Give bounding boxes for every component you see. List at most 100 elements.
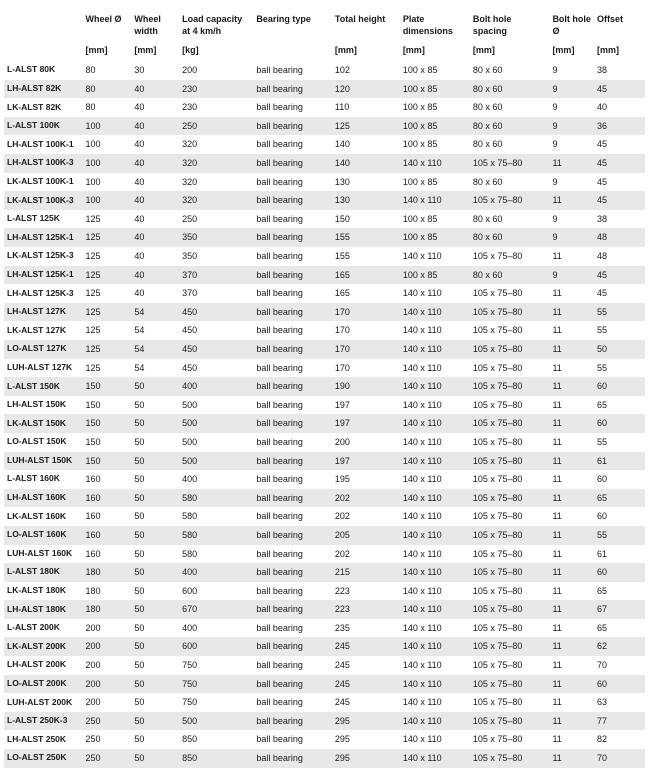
cell-value: 80 xyxy=(83,80,132,99)
cell-value: 223 xyxy=(332,600,400,619)
cell-value: 295 xyxy=(332,730,400,749)
cell-value: 140 x 110 xyxy=(400,712,470,731)
cell-value: 11 xyxy=(549,470,594,489)
cell-value: 9 xyxy=(549,266,594,285)
cell-value: 150 xyxy=(83,396,132,415)
table-row: LH-ALST 250K25050850ball bearing295140 x… xyxy=(4,730,645,749)
cell-value: 150 xyxy=(83,377,132,396)
cell-value: 125 xyxy=(83,303,132,322)
cell-value: 11 xyxy=(549,340,594,359)
cell-value: 202 xyxy=(332,507,400,526)
cell-value: 54 xyxy=(131,303,179,322)
cell-value: 50 xyxy=(131,507,179,526)
cell-value: ball bearing xyxy=(253,396,332,415)
header-row-labels: Wheel Ø Wheel width Load capacity at 4 k… xyxy=(4,12,645,39)
cell-value: 200 xyxy=(83,637,132,656)
table-head: Wheel Ø Wheel width Load capacity at 4 k… xyxy=(4,12,645,61)
cell-value: 100 x 85 xyxy=(400,135,470,154)
cell-name: L-ALST 160K xyxy=(4,470,83,489)
cell-value: 202 xyxy=(332,489,400,508)
cell-value: 9 xyxy=(549,98,594,117)
cell-value: 125 xyxy=(83,247,132,266)
cell-value: 400 xyxy=(179,377,253,396)
cell-value: 9 xyxy=(549,210,594,229)
cell-value: 105 x 75–80 xyxy=(470,396,550,415)
cell-value: 230 xyxy=(179,98,253,117)
cell-value: 40 xyxy=(131,135,179,154)
cell-value: 50 xyxy=(131,489,179,508)
cell-value: 50 xyxy=(131,377,179,396)
cell-value: 40 xyxy=(131,154,179,173)
col-header-load-capacity: Load capacity at 4 km/h xyxy=(179,12,253,39)
cell-value: 295 xyxy=(332,749,400,768)
cell-value: 140 x 110 xyxy=(400,693,470,712)
cell-value: 223 xyxy=(332,582,400,601)
table-row: LUH-ALST 127K12554450ball bearing170140 … xyxy=(4,359,645,378)
cell-value: 11 xyxy=(549,582,594,601)
cell-value: 100 x 85 xyxy=(400,117,470,136)
cell-name: LH-ALST 100K-3 xyxy=(4,154,83,173)
cell-name: LK-ALST 200K xyxy=(4,637,83,656)
table-row: LH-ALST 125K-312540370ball bearing165140… xyxy=(4,284,645,303)
col-header-wheel-diameter: Wheel Ø xyxy=(83,12,132,39)
cell-value: 750 xyxy=(179,693,253,712)
cell-value: 140 x 110 xyxy=(400,377,470,396)
cell-name: LK-ALST 100K-3 xyxy=(4,191,83,210)
cell-value: 11 xyxy=(549,321,594,340)
cell-value: 580 xyxy=(179,489,253,508)
cell-value: 100 x 85 xyxy=(400,228,470,247)
cell-value: ball bearing xyxy=(253,730,332,749)
cell-value: 180 xyxy=(83,563,132,582)
cell-value: ball bearing xyxy=(253,117,332,136)
cell-value: 40 xyxy=(131,191,179,210)
cell-value: 105 x 75–80 xyxy=(470,452,550,471)
cell-value: 50 xyxy=(131,563,179,582)
table-row: LUH-ALST 160K16050580ball bearing202140 … xyxy=(4,545,645,564)
cell-value: 50 xyxy=(131,656,179,675)
cell-value: 54 xyxy=(131,321,179,340)
cell-value: 450 xyxy=(179,303,253,322)
cell-value: 11 xyxy=(549,377,594,396)
cell-value: 100 xyxy=(83,173,132,192)
cell-value: 140 x 110 xyxy=(400,321,470,340)
table-row: LK-ALST 127K12554450ball bearing170140 x… xyxy=(4,321,645,340)
cell-value: 350 xyxy=(179,228,253,247)
cell-value: 170 xyxy=(332,303,400,322)
cell-value: 170 xyxy=(332,321,400,340)
cell-name: LH-ALST 82K xyxy=(4,80,83,99)
cell-value: ball bearing xyxy=(253,619,332,638)
cell-value: 140 x 110 xyxy=(400,526,470,545)
cell-value: ball bearing xyxy=(253,173,332,192)
cell-value: 140 x 110 xyxy=(400,414,470,433)
cell-value: 50 xyxy=(131,470,179,489)
cell-value: 11 xyxy=(549,303,594,322)
cell-value: 200 xyxy=(332,433,400,452)
cell-value: 150 xyxy=(332,210,400,229)
table-row: LO-ALST 160K16050580ball bearing205140 x… xyxy=(4,526,645,545)
cell-value: 40 xyxy=(131,228,179,247)
cell-value: 50 xyxy=(131,582,179,601)
cell-value: 105 x 75–80 xyxy=(470,582,550,601)
col-unit-bearing-type xyxy=(253,39,332,61)
cell-value: 140 x 110 xyxy=(400,507,470,526)
cell-name: L-ALST 180K xyxy=(4,563,83,582)
cell-value: 105 x 75–80 xyxy=(470,619,550,638)
cell-value: 125 xyxy=(332,117,400,136)
cell-value: 80 x 60 xyxy=(470,135,550,154)
cell-value: 11 xyxy=(549,619,594,638)
cell-value: 11 xyxy=(549,284,594,303)
cell-value: 80 x 60 xyxy=(470,80,550,99)
cell-value: 102 xyxy=(332,61,400,80)
cell-value: 11 xyxy=(549,433,594,452)
cell-value: 580 xyxy=(179,526,253,545)
table-row: LO-ALST 127K12554450ball bearing170140 x… xyxy=(4,340,645,359)
cell-value: 50 xyxy=(131,526,179,545)
cell-value: ball bearing xyxy=(253,135,332,154)
col-unit-wheel-width: [mm] xyxy=(131,39,179,61)
cell-value: 11 xyxy=(549,247,594,266)
cell-value: 250 xyxy=(83,730,132,749)
cell-value: 180 xyxy=(83,600,132,619)
cell-value: 150 xyxy=(83,414,132,433)
cell-value: 11 xyxy=(549,526,594,545)
cell-value: 140 x 110 xyxy=(400,656,470,675)
